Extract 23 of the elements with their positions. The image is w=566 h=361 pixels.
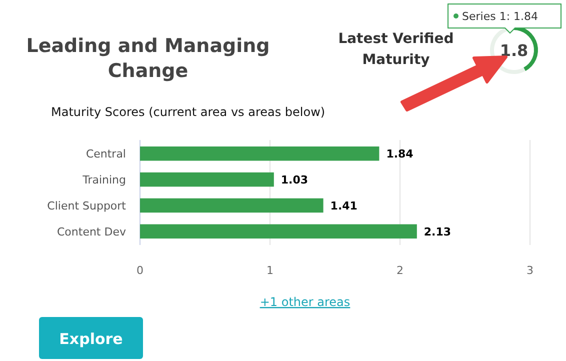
data-label: 1.03	[280, 174, 308, 187]
text: +1 other areas	[260, 295, 350, 309]
chart-subtitle: Maturity Scores (current area vs areas below)	[51, 105, 326, 119]
text: Explore	[59, 330, 123, 348]
bar	[140, 172, 274, 187]
x-tick-label: 1	[266, 264, 274, 277]
text: Series 1: 1.84	[462, 10, 538, 23]
y-tick-label: Content Dev	[57, 225, 126, 238]
x-tick-label: 3	[526, 264, 534, 277]
y-tick-label: Client Support	[47, 199, 127, 212]
text: Latest Verified Maturity	[338, 31, 454, 68]
chart-title: Leading and Managing Change	[26, 35, 270, 82]
bar	[140, 146, 380, 161]
bar	[140, 198, 324, 213]
y-tick-label: Central	[86, 148, 126, 161]
y-tick-label: Training	[82, 174, 126, 187]
x-tick-label: 0	[136, 264, 144, 277]
data-label: 1.41	[330, 199, 358, 212]
bar	[140, 224, 417, 239]
text: 1.8	[500, 41, 528, 60]
data-label: 1.84	[386, 148, 414, 161]
data-label: 2.13	[424, 225, 452, 238]
x-tick-label: 2	[396, 264, 404, 277]
